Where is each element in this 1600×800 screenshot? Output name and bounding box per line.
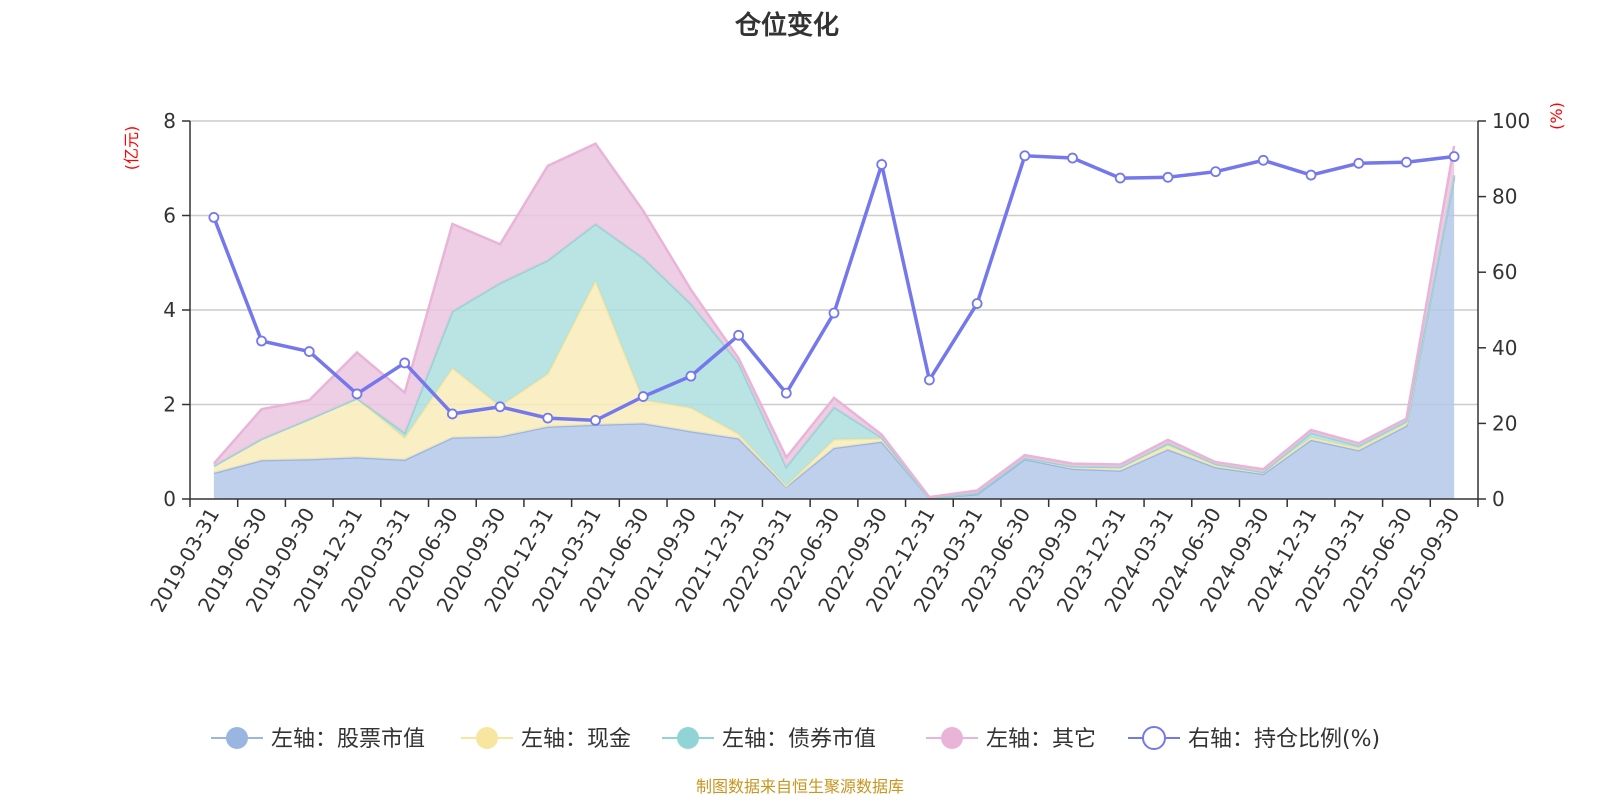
grid-lines	[190, 120, 1478, 406]
legend-swatch-marker	[476, 727, 498, 749]
ratio-point	[494, 401, 506, 413]
legend-item-label: 左轴：现金	[521, 727, 631, 752]
left-axis-tick-label: 2	[163, 393, 176, 417]
ratio-point	[542, 412, 554, 424]
legend-swatch-marker	[941, 727, 963, 749]
right-axis-tick-label: 0	[1492, 487, 1505, 511]
right-axis-tick-label: 60	[1492, 260, 1517, 284]
ratio-point	[351, 388, 363, 400]
right-axis-tick-label: 40	[1492, 336, 1517, 360]
right-axis-tick-label: 80	[1492, 185, 1517, 209]
area-top-line	[212, 142, 1456, 499]
data-source-note: 制图数据来自恒生聚源数据库	[696, 777, 904, 796]
ratio-point	[876, 159, 888, 170]
ratio-point	[1401, 156, 1412, 168]
legend-swatch-marker	[677, 727, 699, 749]
legend-item-label: 左轴：股票市值	[271, 727, 425, 752]
chart-title: 仓位变化	[734, 10, 839, 41]
ratio-point	[590, 414, 601, 426]
right-axis-tick-label: 100	[1492, 109, 1530, 133]
left-axis-tick-label: 6	[163, 204, 176, 228]
legend-item-label: 左轴：其它	[986, 727, 1096, 752]
legend-swatch-marker	[226, 727, 248, 749]
ratio-point	[1448, 151, 1460, 162]
ratio-point	[208, 211, 220, 223]
legend-swatch-marker	[1142, 726, 1166, 750]
ratio-point	[637, 391, 649, 402]
ratio-point	[733, 329, 744, 341]
ratio-point	[828, 307, 840, 319]
area-fill	[213, 143, 1455, 499]
ratio-point	[971, 298, 983, 309]
left-axis-unit: (亿元)	[122, 126, 141, 171]
left-axis-tick-label: 8	[163, 109, 176, 133]
ratio-point	[1257, 154, 1269, 166]
ratio-point	[399, 357, 411, 369]
ratio-point	[1353, 157, 1365, 169]
right-axis-unit: (%)	[1547, 102, 1566, 130]
ratio-line-series	[208, 150, 1460, 426]
ratio-point	[1019, 150, 1031, 162]
area-fill	[213, 177, 1455, 499]
ratio-line	[212, 153, 1455, 423]
ratio-point	[1162, 171, 1174, 183]
area-fill	[213, 175, 1455, 499]
left-axis-tick-label: 4	[163, 298, 176, 322]
ratio-point	[303, 346, 315, 357]
ratio-point	[1305, 169, 1317, 181]
right-axis-tick-label: 20	[1492, 411, 1517, 435]
ratio-point	[1210, 166, 1222, 178]
area-series	[212, 142, 1456, 500]
legend-item-label: 左轴：债券市值	[722, 727, 876, 752]
ratio-point	[1067, 152, 1078, 164]
legend-item-label: 右轴：持仓比例(%)	[1188, 727, 1380, 752]
ratio-point	[1114, 172, 1126, 184]
ratio-point	[256, 335, 267, 347]
ratio-point	[446, 408, 458, 420]
ratio-point	[780, 387, 792, 399]
ratio-point	[685, 370, 697, 382]
left-axis-tick-label: 0	[163, 487, 176, 511]
legend: 左轴：股票市值 左轴：现金 左轴：债券市值 左轴：其它 右轴：持仓比例(%)	[211, 726, 1380, 752]
area-fill	[213, 175, 1455, 499]
ratio-point	[924, 374, 935, 386]
